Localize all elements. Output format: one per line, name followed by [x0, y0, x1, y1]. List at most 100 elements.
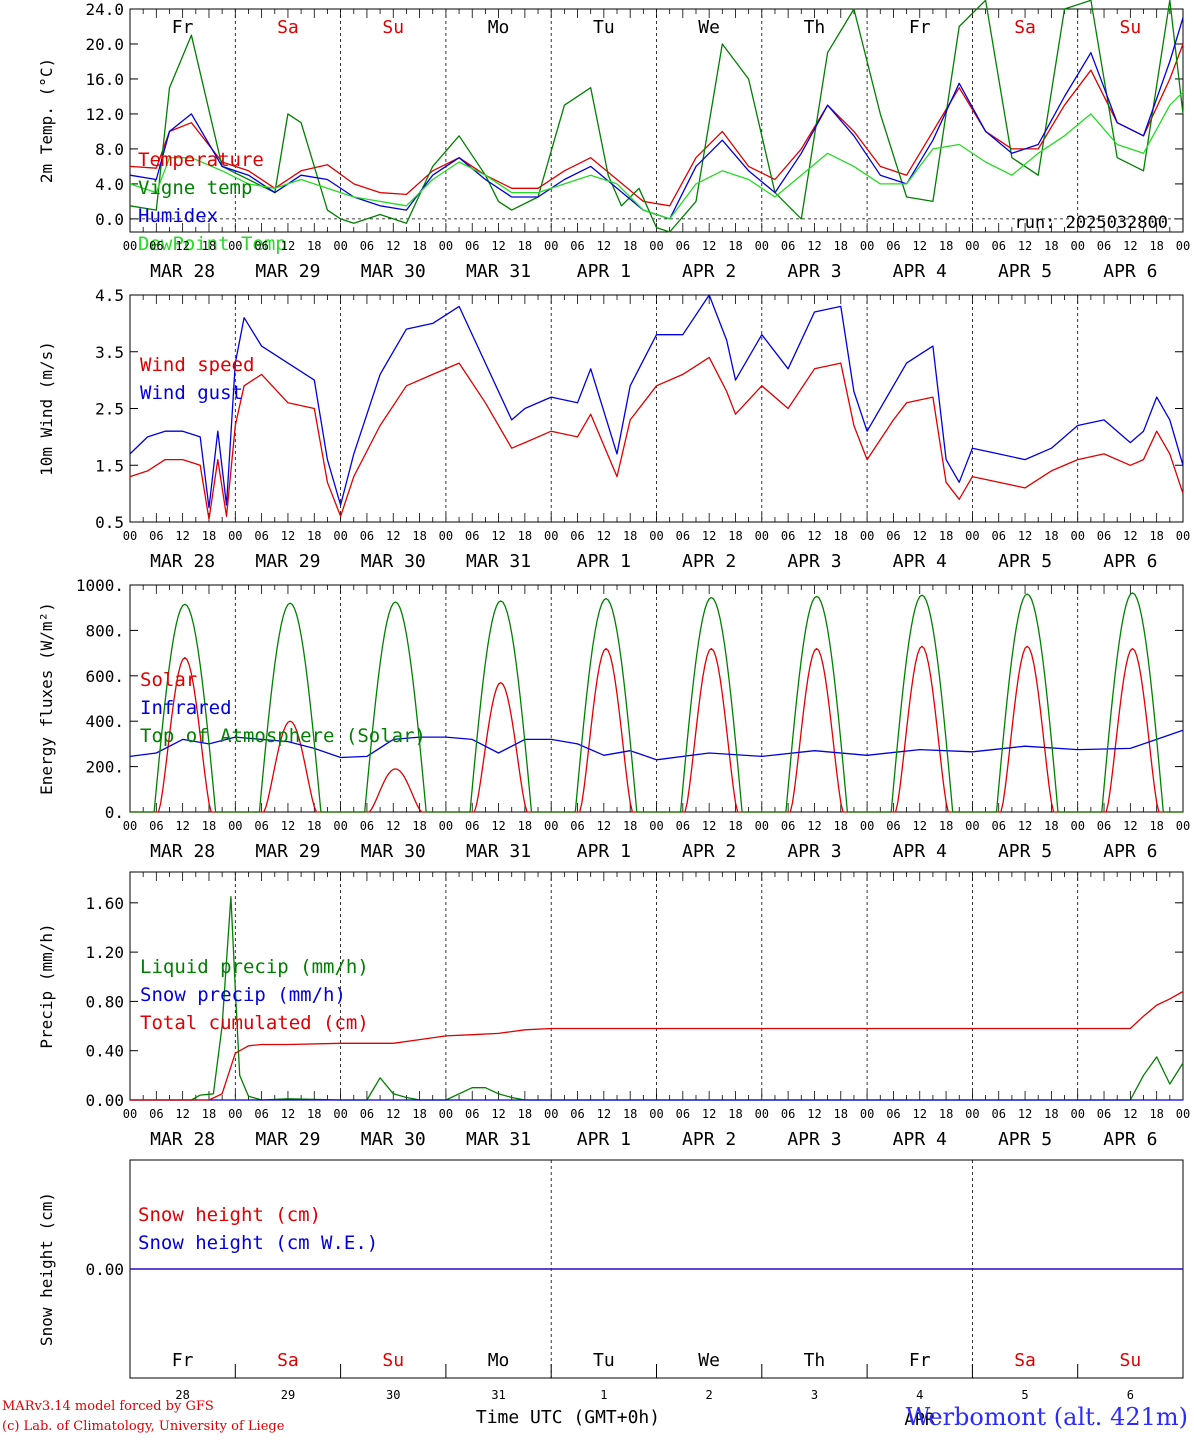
date-label: MAR 30 — [361, 551, 426, 572]
hour-label: 00 — [1176, 1107, 1190, 1121]
legend-entry: Wind gust — [140, 382, 243, 404]
hour-label: 12 — [175, 529, 189, 543]
month-label: APR — [904, 1410, 935, 1430]
day-number: 28 — [175, 1388, 189, 1402]
hour-label: 00 — [965, 1107, 979, 1121]
hour-label: 06 — [781, 1107, 795, 1121]
hour-label: 12 — [702, 1107, 716, 1121]
hour-label: 12 — [386, 1107, 400, 1121]
day-number: 5 — [1021, 1388, 1028, 1402]
y-tick-label: 600. — [85, 667, 124, 686]
day-name: Fr — [909, 1350, 931, 1371]
hour-label: 12 — [1123, 1107, 1137, 1121]
date-label: APR 4 — [893, 1129, 947, 1150]
hour-label: 18 — [307, 1107, 321, 1121]
legend-entry: Snow height (cm W.E.) — [138, 1232, 378, 1254]
hour-label: 18 — [623, 239, 637, 253]
hour-label: 18 — [1044, 1107, 1058, 1121]
hour-label: 06 — [781, 239, 795, 253]
hour-label: 00 — [1176, 239, 1190, 253]
hour-label: 18 — [412, 819, 426, 833]
hour-label: 00 — [439, 529, 453, 543]
y-axis-label: Precip (mm/h) — [37, 923, 56, 1048]
date-label: APR 1 — [577, 261, 631, 282]
hour-label: 18 — [307, 239, 321, 253]
date-label: APR 4 — [893, 551, 947, 572]
hour-label: 18 — [202, 1107, 216, 1121]
hour-label: 06 — [886, 1107, 900, 1121]
hour-label: 12 — [807, 819, 821, 833]
hour-label: 12 — [913, 1107, 927, 1121]
hour-label: 12 — [491, 239, 505, 253]
legend-entry: Humidex — [138, 205, 218, 227]
date-label: APR 3 — [787, 1129, 841, 1150]
hour-label: 18 — [834, 1107, 848, 1121]
hour-label: 00 — [1070, 529, 1084, 543]
y-tick-label: 0. — [105, 803, 124, 822]
hour-label: 12 — [386, 239, 400, 253]
day-name: Fr — [909, 17, 931, 38]
hour-label: 06 — [149, 239, 163, 253]
hour-label: 12 — [702, 239, 716, 253]
hour-label: 06 — [676, 1107, 690, 1121]
footer-model-credit: MARv3.14 model forced by GFS — [2, 1399, 214, 1414]
panel-temperature: 0.0 4.0 8.0 12.0 16.0 20.0 24.0 2m Temp. (°C) Te… — [37, 0, 1190, 282]
hour-label: 00 — [1070, 239, 1084, 253]
hour-label: 06 — [149, 529, 163, 543]
footer-lab-credit: (c) Lab. of Climatology, University of L… — [2, 1419, 285, 1434]
date-label: MAR 31 — [466, 1129, 531, 1150]
date-label: APR 4 — [893, 841, 947, 862]
y-tick-label: 400. — [85, 712, 124, 731]
hour-label: 12 — [491, 529, 505, 543]
hour-label: 00 — [1070, 1107, 1084, 1121]
hour-label: 18 — [412, 529, 426, 543]
hour-label: 06 — [360, 239, 374, 253]
hour-label: 00 — [544, 1107, 558, 1121]
date-label: APR 3 — [787, 841, 841, 862]
legend-entry: Wind speed — [140, 354, 254, 376]
hour-label: 00 — [228, 239, 242, 253]
hour-label: 12 — [281, 239, 295, 253]
hour-label: 12 — [702, 819, 716, 833]
hour-label: 12 — [175, 239, 189, 253]
hour-label: 12 — [1018, 819, 1032, 833]
legend-entry: Vigne temp — [138, 177, 252, 199]
day-number: 4 — [916, 1388, 923, 1402]
hour-label: 18 — [939, 819, 953, 833]
hour-label: 12 — [597, 529, 611, 543]
y-tick-label: 4.0 — [95, 175, 124, 194]
hour-label: 00 — [1176, 819, 1190, 833]
hour-label: 00 — [439, 819, 453, 833]
y-tick-label: 1.5 — [95, 456, 124, 475]
hour-label: 06 — [886, 819, 900, 833]
hour-label: 00 — [439, 1107, 453, 1121]
hour-label: 00 — [333, 819, 347, 833]
hour-label: 12 — [1123, 239, 1137, 253]
date-label: APR 1 — [577, 1129, 631, 1150]
hour-label: 18 — [728, 1107, 742, 1121]
hour-label: 00 — [649, 529, 663, 543]
hour-label: 18 — [1044, 239, 1058, 253]
hour-label: 12 — [175, 819, 189, 833]
y-tick-label: 8.0 — [95, 140, 124, 159]
date-label: APR 1 — [577, 551, 631, 572]
date-label: MAR 29 — [255, 1129, 320, 1150]
hour-label: 06 — [465, 529, 479, 543]
day-number: 3 — [811, 1388, 818, 1402]
y-axis-label: Energy fluxes (W/m²) — [37, 602, 56, 795]
hour-label: 00 — [649, 1107, 663, 1121]
series-line — [130, 990, 1184, 1101]
hour-label: 18 — [939, 529, 953, 543]
hour-label: 00 — [965, 819, 979, 833]
hour-label: 18 — [1044, 529, 1058, 543]
day-name: Fr — [172, 17, 194, 38]
date-label: APR 2 — [682, 261, 736, 282]
day-name: We — [698, 1350, 720, 1371]
day-name: Sa — [1014, 17, 1036, 38]
hour-label: 18 — [202, 529, 216, 543]
hour-label: 12 — [1123, 819, 1137, 833]
series-line — [129, 294, 1184, 509]
day-name: Fr — [172, 1350, 194, 1371]
day-name: Mo — [488, 1350, 510, 1371]
